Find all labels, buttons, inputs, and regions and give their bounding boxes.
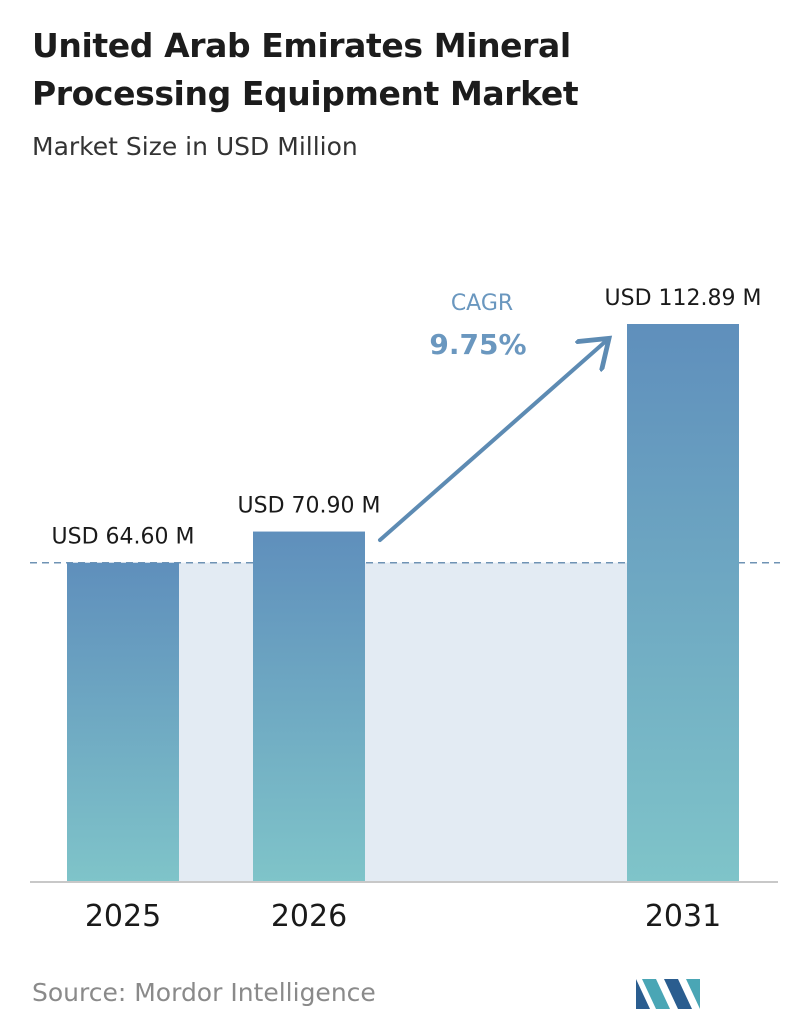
- chart-subtitle: Market Size in USD Million: [32, 132, 358, 161]
- bars-group: [67, 324, 739, 882]
- data-label-2031: USD 112.89 M: [605, 286, 762, 311]
- x-tick-2031: 2031: [645, 899, 721, 934]
- cagr-label: CAGR: [451, 291, 513, 316]
- data-labels: USD 64.60 M USD 70.90 M USD 112.89 M: [52, 286, 762, 550]
- mordor-intelligence-logo-icon: [636, 979, 700, 1009]
- band-1: [365, 562, 627, 882]
- data-label-2026: USD 70.90 M: [238, 494, 381, 519]
- bar-2031: [627, 324, 739, 882]
- data-label-2025: USD 64.60 M: [52, 525, 195, 550]
- cagr-arrow: [378, 341, 606, 542]
- chart-title: United Arab Emirates Mineral Processing …: [32, 26, 579, 113]
- bar-2026: [253, 531, 365, 882]
- x-tick-labels: 2025 2026 2031: [85, 899, 721, 934]
- x-tick-2025: 2025: [85, 899, 161, 934]
- bar-2025: [67, 562, 179, 882]
- x-tick-2026: 2026: [271, 899, 347, 934]
- background-bands: [179, 562, 627, 882]
- cagr-value: 9.75%: [429, 328, 526, 361]
- source-note: Source: Mordor Intelligence: [32, 978, 376, 1007]
- band-0: [179, 562, 253, 882]
